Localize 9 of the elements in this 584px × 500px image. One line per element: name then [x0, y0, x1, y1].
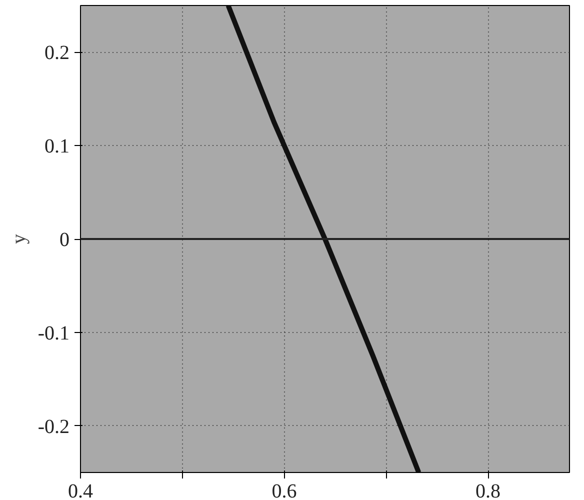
x-tick-label: 0.4 — [68, 480, 93, 500]
y-tick-label: -0.1 — [38, 322, 70, 344]
y-axis-title: y — [8, 234, 30, 244]
y-tick-label: 0.2 — [44, 42, 70, 64]
y-tick-label: 0 — [60, 229, 70, 251]
x-tick-label: 0.8 — [476, 480, 500, 500]
y-tick-label: 0.1 — [44, 136, 70, 158]
x-tick-label: 0.6 — [272, 480, 297, 500]
y-tick-label: -0.2 — [38, 416, 70, 438]
